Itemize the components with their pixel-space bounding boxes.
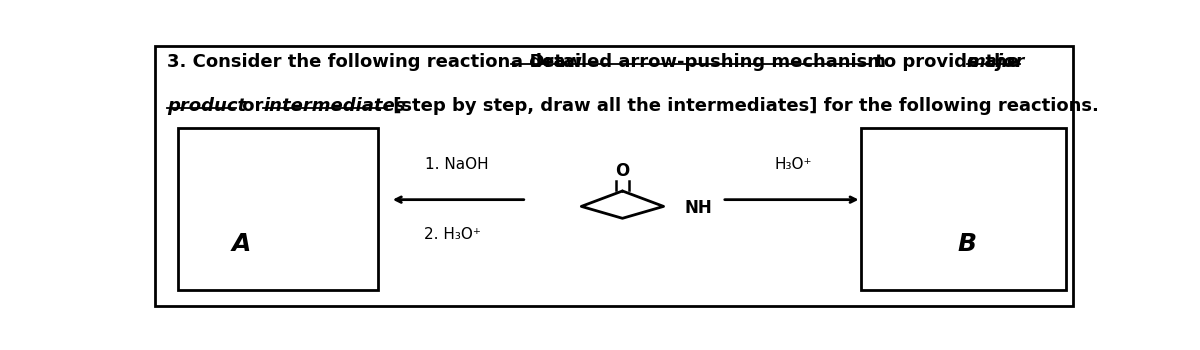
Text: 1. NaOH: 1. NaOH — [425, 157, 488, 172]
Text: 3. Consider the following reaction.  Draw: 3. Consider the following reaction. Draw — [167, 53, 588, 71]
Text: or: or — [236, 97, 270, 115]
Text: H₃O⁺: H₃O⁺ — [775, 157, 812, 172]
Text: product: product — [167, 97, 246, 115]
Text: B: B — [958, 232, 976, 256]
Text: a detailed arrow-pushing mechanism: a detailed arrow-pushing mechanism — [511, 53, 886, 71]
Text: intermediates: intermediates — [264, 97, 406, 115]
Text: to provide the: to provide the — [869, 53, 1025, 71]
Bar — [862, 128, 1066, 290]
Text: 2. H₃O⁺: 2. H₃O⁺ — [424, 227, 481, 242]
Text: A: A — [232, 232, 251, 256]
Bar — [178, 128, 378, 290]
Text: major: major — [966, 53, 1025, 71]
Text: [step by step, draw all the intermediates] for the following reactions.: [step by step, draw all the intermediate… — [388, 97, 1099, 115]
Text: O: O — [616, 162, 630, 180]
Text: NH: NH — [684, 199, 712, 217]
